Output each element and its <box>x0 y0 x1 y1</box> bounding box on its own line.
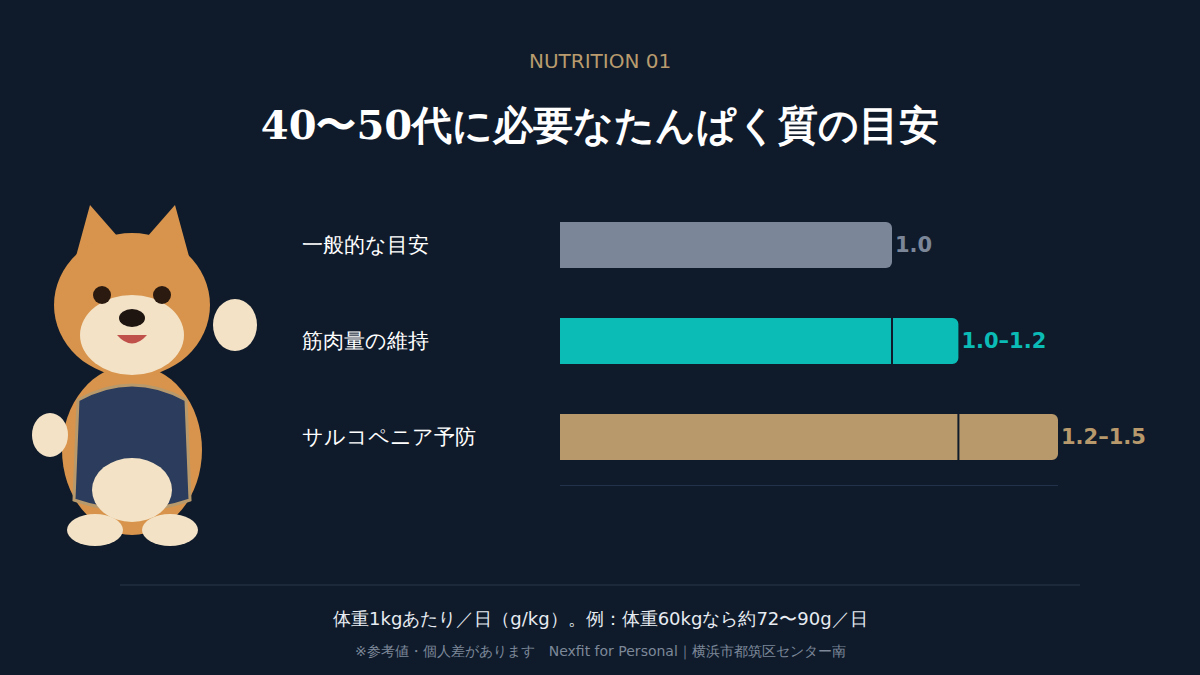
svg-text:1.2–1.5: 1.2–1.5 <box>1061 425 1146 449</box>
svg-text:1.0–1.2: 1.0–1.2 <box>961 329 1046 353</box>
svg-text:1.0: 1.0 <box>895 233 932 257</box>
svg-text:NUTRITION 01: NUTRITION 01 <box>529 49 671 73</box>
svg-text:サルコペニア予防: サルコペニア予防 <box>302 425 476 449</box>
svg-text:一般的な目安: 一般的な目安 <box>302 233 429 257</box>
svg-text:※参考値・個人差があります Nexfit for Perso: ※参考値・個人差があります Nexfit for Personal｜横浜市都筑区… <box>355 643 846 660</box>
svg-text:40〜50代に必要なたんぱく質の目安: 40〜50代に必要なたんぱく質の目安 <box>261 101 939 148</box>
svg-text:筋肉量の維持: 筋肉量の維持 <box>302 329 429 353</box>
svg-text:体重1kgあたり／日（g/kg）。例：体重60kgなら約72: 体重1kgあたり／日（g/kg）。例：体重60kgなら約72〜90g／日 <box>333 608 868 629</box>
